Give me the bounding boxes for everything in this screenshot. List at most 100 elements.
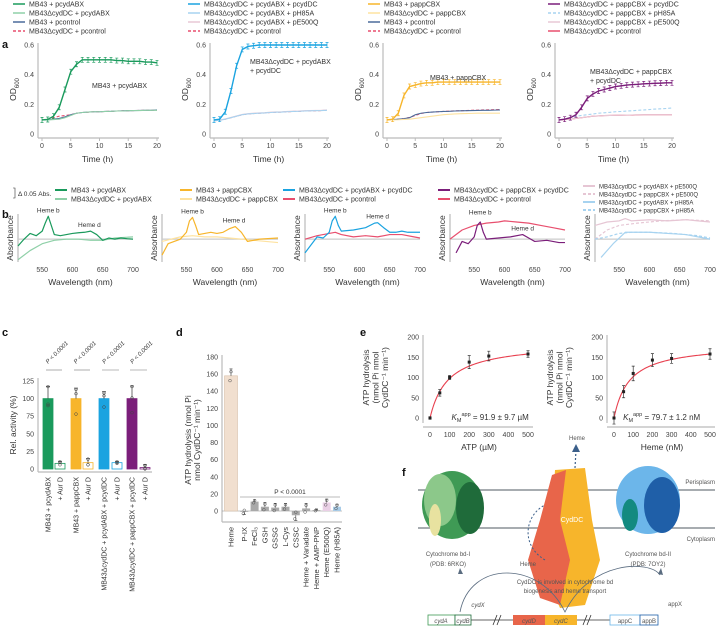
data-point-errorbar [229,88,233,94]
bd1-pdb: (PDB: 6RKO) [430,562,466,568]
y-axis-label: Absorbance [582,215,592,261]
gene-appX: appX [668,602,682,608]
km-label: KMapp = 79.7 ± 1.2 nM [623,412,700,424]
x-tick-label: 10 [267,143,275,150]
replicate-point [74,412,78,416]
km-value: = 91.9 ± 9.7 µM [471,413,529,422]
category-label: + Aur D [58,477,65,501]
km-superscript: app [633,412,642,418]
legend-label: MB43ΔcydDC + pcydABX [29,11,110,18]
data-point [487,354,491,358]
data-point-errorbar [212,117,216,123]
data-point-errorbar [80,56,84,63]
bd1-name: Cytochrome bd-I [426,552,471,558]
growth-chart-4: MB43ΔcydDC + pappCBX + pcydDC MB43ΔcydDC … [525,2,680,165]
data-point-errorbar [408,83,412,90]
data-point-errorbar [69,68,73,75]
charts-layer: MB43 + pcydABX MB43ΔcydDC + pcydABX MB43 +… [5,2,716,592]
scale-bar-label: Δ 0.05 Abs. [18,191,51,198]
data-point-errorbar [453,79,457,85]
category-label: GSSG [271,527,280,549]
x-tick-label: 700 [272,267,284,274]
legend-label: MB43ΔcydDC + pcydABX + pE500Q [204,20,319,27]
spectrum-chart-4: 550 600 650 700 Wavelength (nm) Absorbance Hem… [437,210,571,287]
data-point-errorbar [614,83,617,90]
cytochrome-bd1-structure [422,471,484,539]
y-tick-label: 120 [206,406,218,413]
x-axis-label: Wavelength (nm) [335,277,400,287]
data-point-errorbar [132,58,136,65]
x-tick-label: 550 [323,267,335,274]
spectrum-line [304,215,420,254]
data-point-errorbar [40,117,44,123]
error-bar [263,502,267,507]
atp-hydrolysis-bar-chart: 0 20 40 60 80 100 120 140 160 180 ATP hydrolysis (… [183,355,342,589]
data-point-errorbar [302,42,306,48]
data-point-errorbar [98,56,101,63]
legend-label: MB43ΔcydDC + pcydABX + pcydDC [204,2,318,9]
replicate-point [46,384,50,389]
spectrum-line [594,219,711,240]
data-point-errorbar [402,92,406,99]
kinetics-chart-1: 0 50 100 150 200 0 100 200 300 400 500 ATP (µM) ATP … [361,335,534,453]
data-point-errorbar [126,58,130,65]
x-tick-label: 15 [124,143,132,150]
gene-appC: appC [618,619,633,625]
data-point-errorbar [619,82,623,89]
x-axis-label: Time (h) [598,154,629,164]
km-subscript: M [457,418,462,424]
x-axis-label: Time (h) [253,154,284,164]
peak-label: Heme d [78,222,101,229]
curve-annotation: + pcydDC [250,68,281,75]
panel-f-diagram: Heme Perisplasm Cytoplasm CydDC Cytochro… [418,436,715,626]
category-label: MB43ΔcydDC + pcydABX + pcydDC [102,477,109,591]
data-point-errorbar [246,43,250,50]
bar [98,398,110,470]
x-tick-label: 700 [559,267,571,274]
x-tick-label: 550 [181,267,193,274]
legend-label: MB43ΔcydDC + pcontrol [454,197,531,204]
replicate-point [86,457,90,461]
y-axis-label: ATP hydrolysis (nmol Pi [183,395,193,485]
data-point-errorbar [63,86,67,93]
legend-label: MB43ΔcydDC + pappCBX + pcydDC [454,188,569,195]
y-tick-label: 0 [202,132,206,139]
bd2-name: Cytochrome bd-II [625,552,671,558]
legend-label: MB43ΔcydDC + pappCBX [196,197,278,204]
y-axis-label-main: OD [8,88,18,101]
data-point [526,352,530,356]
spectrum-line [161,216,279,256]
y-tick-label: 0 [415,416,419,423]
data-point-errorbar [430,79,434,86]
category-label: MB43ΔcydDC + pappCBX + pcydDC [130,477,137,592]
data-point-errorbar [653,80,657,87]
y-tick-label: 60 [210,457,218,464]
data-point-errorbar [436,79,440,85]
periplasm-label: Perisplasm [685,480,715,486]
y-axis-label: OD600 [180,77,193,100]
y-tick-label: 160 [206,372,218,379]
series-line [558,114,672,121]
replicate-point [46,402,50,406]
panel-label-f: f [402,467,406,479]
data-point [438,391,442,395]
x-tick-label: 500 [522,432,534,439]
category-label: Heme + AMP-PNP [312,527,321,589]
x-tick-label: 20 [153,143,161,150]
x-tick-label: 400 [503,432,515,439]
data-point [631,371,635,375]
category-label: Heme + Vanadate [302,527,311,587]
y-tick-label: 0.4 [196,72,206,79]
bar [42,398,54,470]
kinetics-chart-2: 0 50 100 150 200 0 100 200 300 400 500 Heme (nM) ATP… [545,335,716,453]
x-tick-label: 10 [96,143,104,150]
data-point-errorbar [121,57,124,64]
data-point-errorbar [218,116,222,123]
y-tick-label: 200 [591,335,603,342]
data-point-errorbar [314,42,318,48]
x-tick-label: 700 [704,267,716,274]
y-axis-label-subscript: 600 [360,77,366,88]
data-point-errorbar [425,79,429,86]
data-point-errorbar [274,42,278,48]
panel-label-a: a [2,39,9,51]
